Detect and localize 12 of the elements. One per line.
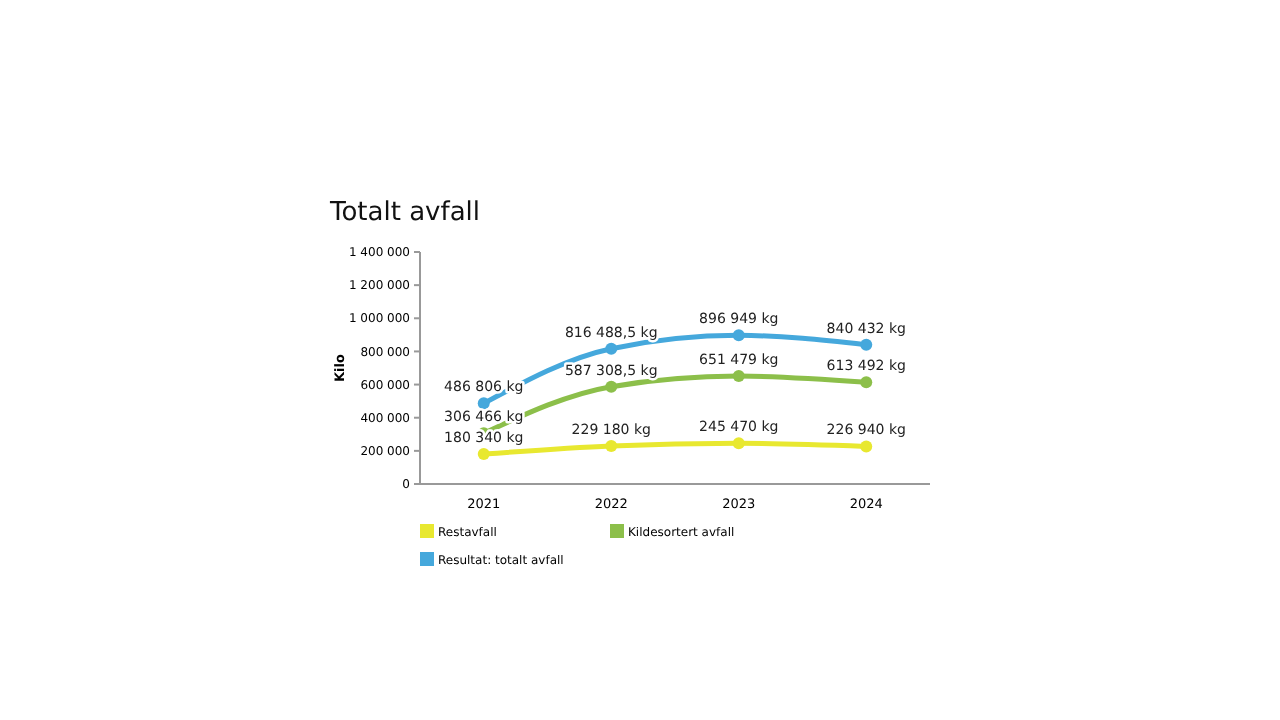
point	[732, 329, 745, 342]
point	[860, 376, 873, 389]
point	[732, 370, 745, 383]
point	[477, 397, 490, 410]
point	[732, 437, 745, 450]
point	[860, 440, 873, 453]
chart-title: Totalt avfall	[328, 198, 481, 228]
point	[605, 440, 618, 453]
point	[605, 342, 618, 355]
point	[605, 380, 618, 393]
point	[477, 448, 490, 461]
point	[860, 338, 873, 351]
